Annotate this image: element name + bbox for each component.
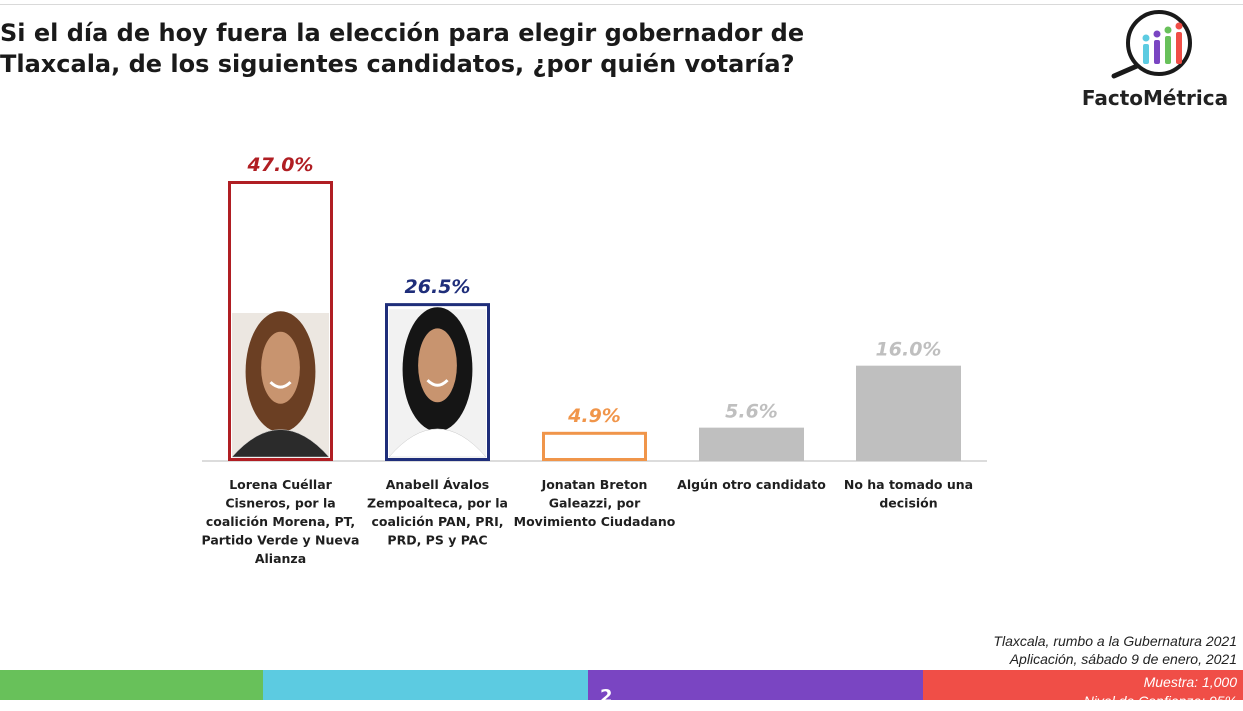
footer-color-bar — [0, 670, 1243, 700]
bar-3 — [699, 427, 804, 461]
brand-name: FactoMétrica — [1081, 86, 1229, 110]
candidate-photo-1 — [388, 307, 487, 458]
category-label-4: No ha tomado una decisión — [844, 477, 973, 511]
candidate-photo-0 — [231, 311, 330, 458]
value-label-1: 26.5% — [405, 276, 471, 298]
footer-line-1: Tlaxcala, rumbo a la Gubernatura 2021 — [993, 633, 1237, 649]
bar-2 — [542, 431, 647, 461]
footer-segment-cyan — [263, 670, 588, 700]
footer-info: Tlaxcala, rumbo a la Gubernatura 2021 Ap… — [993, 632, 1237, 668]
sample-size: Muestra: 1,000 — [1143, 674, 1237, 690]
factometrica-logo-icon — [1111, 10, 1192, 79]
value-label-0: 47.0% — [247, 154, 314, 176]
value-label-2: 4.9% — [567, 405, 621, 427]
footer-line-2: Aplicación, sábado 9 de enero, 2021 — [1009, 651, 1237, 667]
footer-segment-green — [0, 670, 263, 700]
category-label-1: Anabell Ávalos Zempoalteca, por la coalici… — [367, 477, 508, 548]
value-label-4: 16.0% — [876, 339, 942, 361]
page-number: 2 — [600, 686, 613, 707]
page-title: Si el día de hoy fuera la elección para … — [0, 19, 805, 78]
category-label-2: Jonatan Breton Galeazzi, por Movimiento Ci… — [514, 477, 676, 529]
category-label-0: Lorena Cuéllar Cisneros, por la coalición … — [202, 477, 360, 566]
value-label-3: 5.6% — [725, 401, 778, 423]
footer-segment-purple — [588, 670, 923, 700]
bar-4 — [856, 365, 961, 461]
footer-meta: Muestra: 1,000 Nivel de Confianza: 95% — [1084, 673, 1237, 711]
confidence-level: Nivel de Confianza: 95% — [1083, 693, 1237, 709]
category-label-3: Algún otro candidato — [677, 477, 826, 492]
footer-segment-red — [923, 670, 1243, 700]
bar-chart: 47.0% Lorena Cuéllar Cisneros, por la coali… — [202, 154, 987, 566]
top-divider — [0, 4, 1243, 5]
